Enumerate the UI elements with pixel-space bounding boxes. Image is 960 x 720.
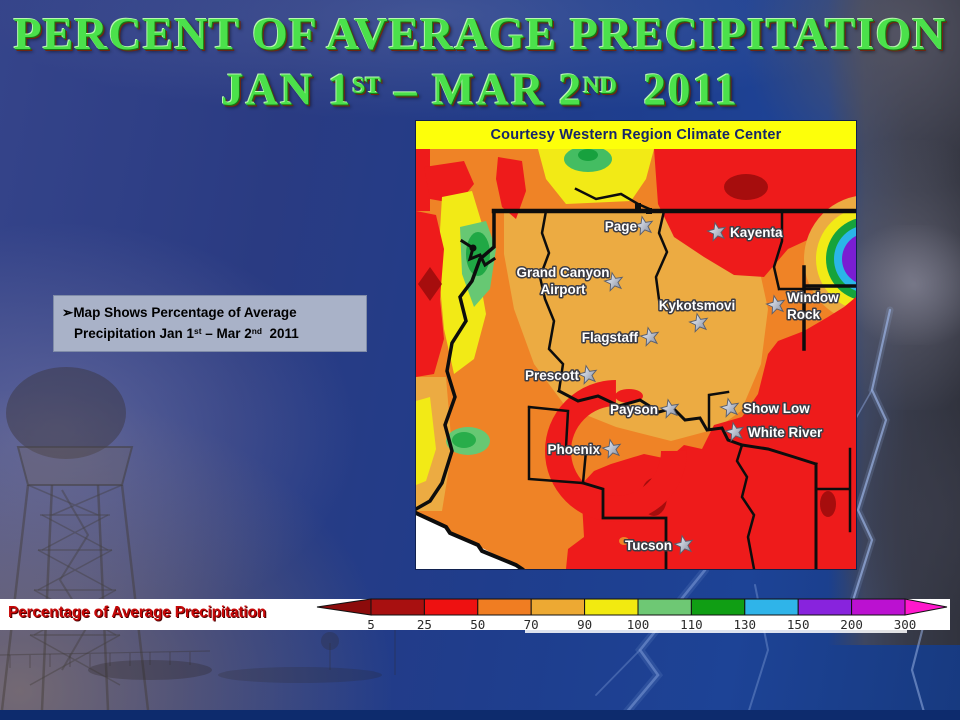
city-marker-white-river: White River (724, 421, 825, 442)
legend-tick-label: 300 (894, 617, 917, 632)
city-star-icon (633, 215, 654, 236)
legend-title: Percentage of Average Precipitation (8, 604, 267, 621)
city-label: Tucson (625, 538, 672, 553)
callout-line-1-text: Map Shows Percentage of Average (73, 305, 297, 320)
superscript-text: ND (583, 73, 617, 99)
city-label: Grand Canyon Airport (516, 265, 609, 297)
city-marker-payson: Payson (608, 398, 680, 419)
city-label: Phoenix (547, 442, 600, 457)
superscript-text: nd (251, 326, 262, 336)
legend-right-arrow (904, 598, 948, 616)
callout-bullet: ➢ (62, 305, 74, 320)
city-marker-flagstaff: Flagstaff (580, 326, 660, 347)
slide-title: PERCENT OF AVERAGE PRECIPITATION JAN 1ST… (0, 8, 960, 116)
text-part: – MAR 2 (380, 64, 584, 115)
city-star-icon (577, 364, 598, 385)
text-part: – Mar 2 (201, 325, 252, 341)
precipitation-map: Courtesy Western Region Climate Center (415, 120, 857, 570)
legend-substrip (525, 630, 907, 633)
city-star-icon (601, 438, 622, 459)
arizona-map-svg: Page Kayenta Grand Canyon Airport Kykotsmovi… (416, 149, 856, 569)
title-line-2: JAN 1ST – MAR 2ND 2011 (0, 60, 960, 116)
title-line-1: PERCENT OF AVERAGE PRECIPITATION (13, 8, 947, 59)
superscript-text: st (194, 326, 202, 336)
city-star-icon (706, 221, 727, 242)
legend-tick-label: 25 (417, 617, 432, 632)
text-part: Precipitation Jan 1 (74, 325, 195, 341)
callout-box: ➢Map Shows Percentage of Average Precipi… (53, 295, 367, 352)
legend-segment (744, 598, 799, 616)
city-label: Kayenta (730, 225, 783, 240)
legend-tick-label: 90 (577, 617, 592, 632)
legend-segment (370, 598, 425, 616)
legend-tick-label: 110 (680, 617, 703, 632)
callout-line-1: ➢Map Shows Percentage of Average (62, 303, 360, 322)
legend-segment (530, 598, 586, 616)
city-marker-prescott: Prescott (523, 364, 598, 385)
city-star-icon (688, 312, 709, 333)
city-label: Flagstaff (582, 330, 639, 345)
city-marker-phoenix: Phoenix (546, 438, 622, 459)
legend-colorbar: 5 25 50 70 90 100 110 130 150 200 300 (316, 598, 948, 632)
legend-tick-label: 100 (627, 617, 650, 632)
bottom-border-bar (0, 710, 960, 720)
city-label: Page (605, 219, 638, 234)
legend-tick-label: 5 (367, 617, 375, 632)
legend-tick-label: 150 (787, 617, 810, 632)
legend-tick-label: 70 (524, 617, 539, 632)
courtesy-banner: Courtesy Western Region Climate Center (416, 121, 856, 149)
legend-segment (851, 598, 906, 616)
legend-segment (797, 598, 853, 616)
city-marker-grand-canyon-airport: Grand Canyon Airport (515, 264, 624, 299)
city-label: Show Low (743, 401, 810, 416)
city-marker-page: Page (603, 215, 654, 236)
legend-tick-label: 130 (734, 617, 757, 632)
city-marker-kykotsmovi: Kykotsmovi (657, 297, 737, 333)
callout-line-2: Precipitation Jan 1st – Mar 2nd 2011 (62, 322, 360, 343)
city-label: White River (748, 425, 823, 440)
legend-segment (690, 598, 746, 616)
text-part: 2011 (261, 325, 299, 341)
city-marker-tucson: Tucson (624, 534, 694, 555)
legend-tick-label: 200 (840, 617, 863, 632)
legend-segment (637, 598, 692, 616)
city-label: Kykotsmovi (659, 298, 736, 313)
text-part: 2011 (616, 64, 739, 115)
city-marker-show-low: Show Low (719, 397, 812, 418)
city-star-icon (639, 326, 660, 347)
city-star-icon (673, 534, 694, 555)
city-star-icon (765, 294, 786, 315)
legend-segment (584, 598, 639, 616)
city-star-icon (603, 271, 624, 292)
legend-tick-label: 50 (470, 617, 485, 632)
legend-segment (423, 598, 479, 616)
city-label: Prescott (525, 368, 580, 383)
city-star-icon (719, 397, 740, 418)
text-part: JAN 1 (221, 64, 353, 115)
legend-segment (477, 598, 532, 616)
city-star-icon (659, 398, 680, 419)
city-label: Payson (610, 402, 658, 417)
legend-left-arrow (316, 598, 372, 616)
superscript-text: ST (352, 73, 381, 99)
city-marker-kayenta: Kayenta (706, 221, 785, 242)
city-star-icon (724, 421, 745, 442)
